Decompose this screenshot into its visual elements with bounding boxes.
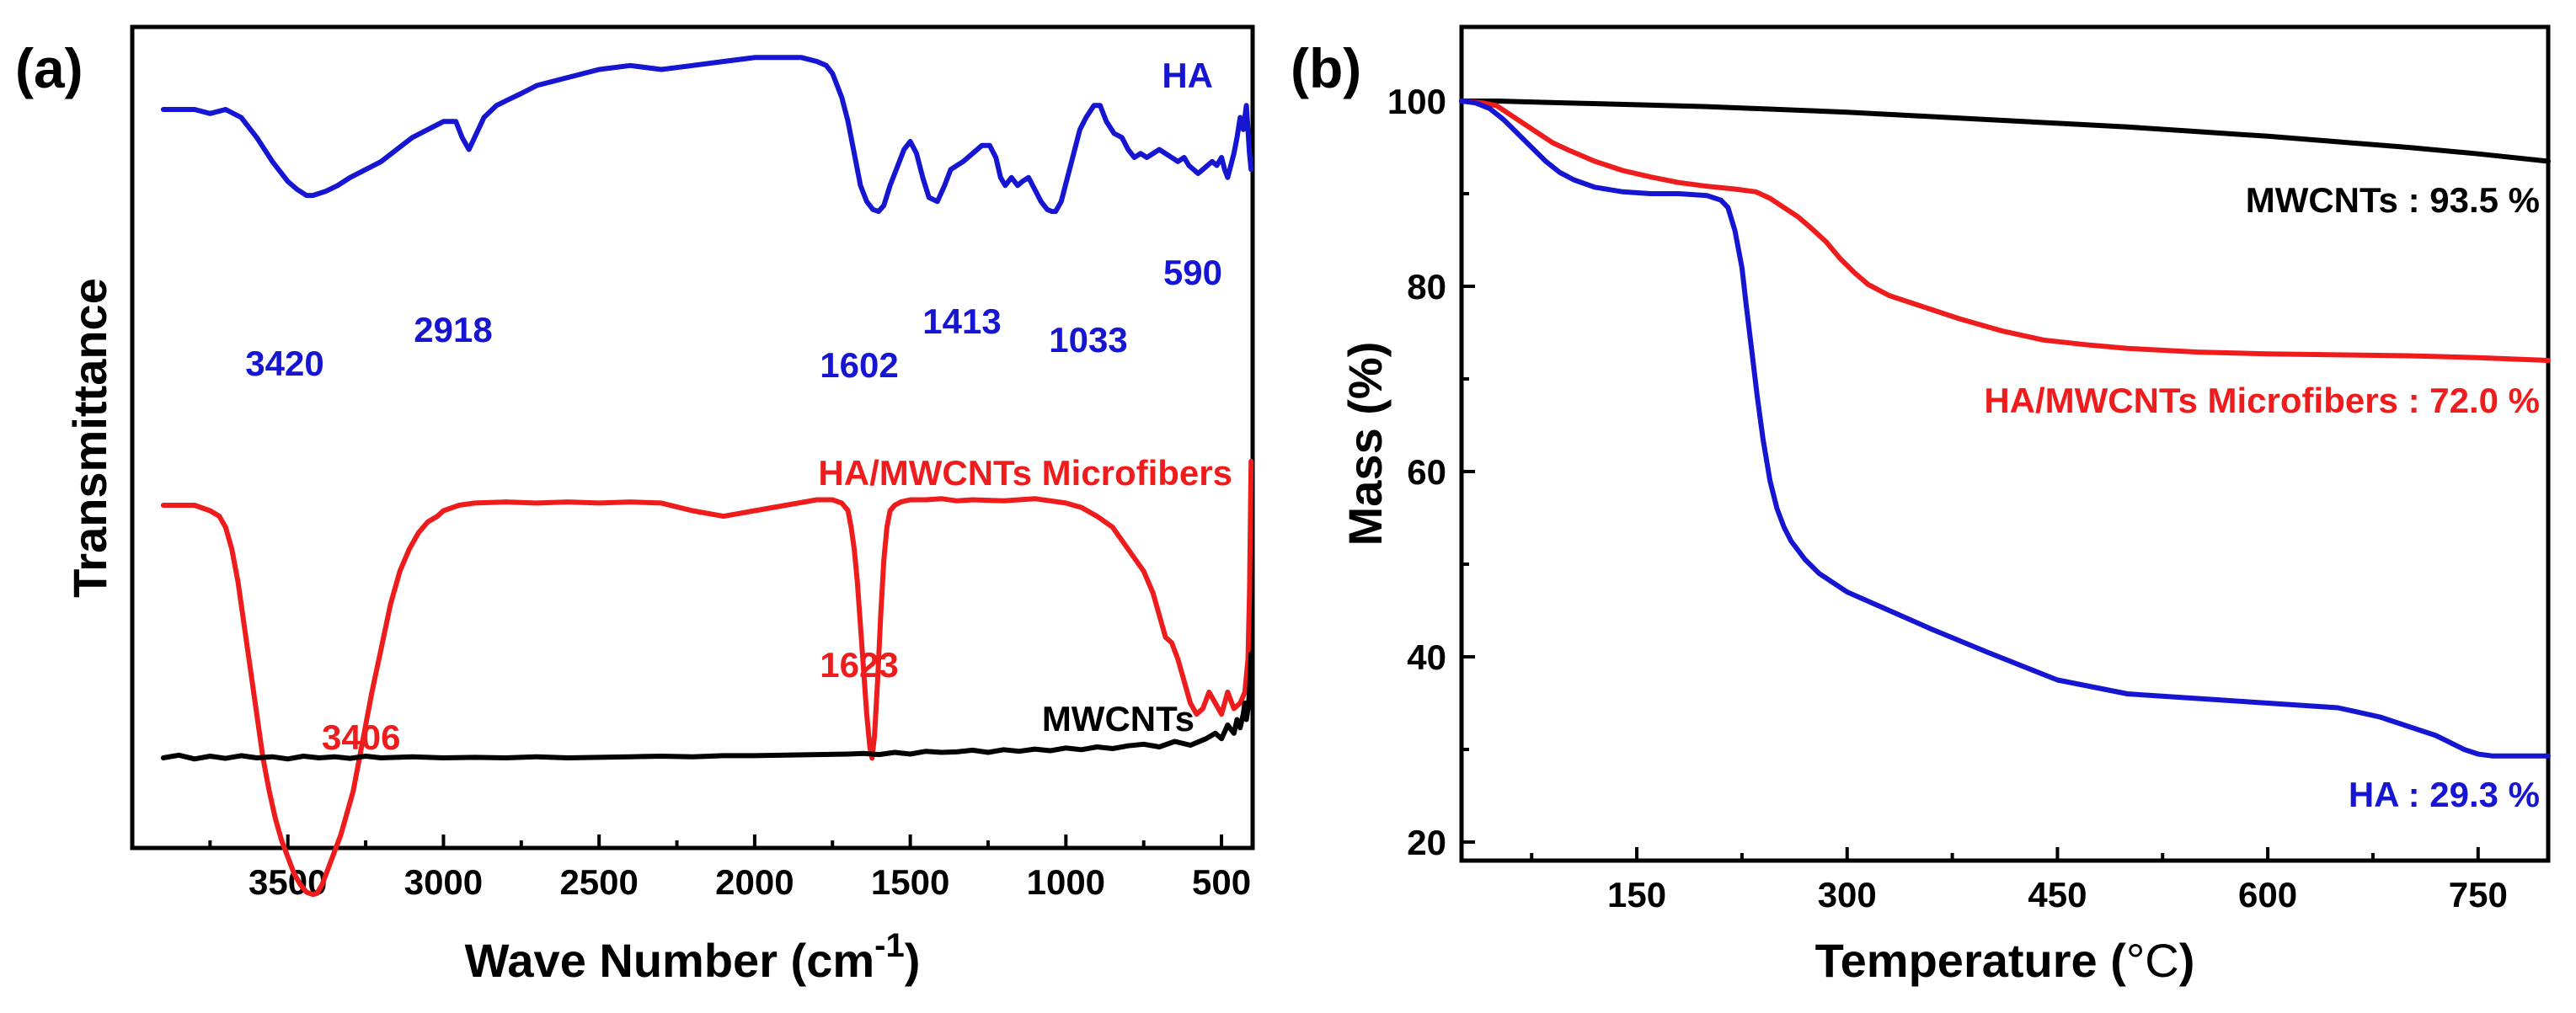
panel-b-plot-frame [1459,24,2551,863]
b-series-ha [1459,99,2551,759]
panel-b-x-axis-title: Temperature (°C) [1815,934,2195,987]
b-xtick-label-300: 300 [1818,875,1877,914]
panel-a-x-ticks: 3500 3000 2500 2000 1500 1000 500 [208,834,1251,902]
panel-b-x-axis-title-main: Temperature ( [1815,934,2127,987]
a-xtick-label-500: 500 [1192,862,1251,902]
a-xtick-label-1500: 1500 [871,862,949,902]
a-series-ha [160,55,1254,215]
series-label-ha: HA [1162,56,1213,95]
series-label-ha-b: HA : 29.3 % [2349,775,2540,814]
panel-a-label: (a) [15,37,83,99]
panel-b-series-labels: MWCNTs : 93.5 % HA/MWCNTs Microfibers : … [1984,180,2540,814]
panel-b-y-axis-title: Mass (%) [1339,342,1392,546]
b-ytick-label-20: 20 [1407,823,1446,862]
panel-b-series [1459,99,2551,759]
panel-b-label: (b) [1291,37,1361,99]
b-ytick-label-60: 60 [1407,452,1446,492]
b-xtick-label-150: 150 [1607,875,1666,914]
b-series-ha-mwcnts-microfibers [1459,99,2551,363]
panel-a-series [160,55,1254,898]
series-label-ha-mwcnts: HA/MWCNTs Microfibers [818,453,1232,493]
panel-b: (b) 150 300 450 600 750 20 40 60 80 100 MWCNTs :… [1291,24,2551,987]
panel-b-x-axis-title-unit: °C [2126,934,2179,987]
panel-a-plot-frame [130,24,1255,850]
panel-a-y-axis-title: Transmittance [63,278,116,598]
a-xtick-label-3000: 3000 [404,862,483,902]
peak-label-1033: 1033 [1049,320,1127,360]
a-series-ha-mwcnts-microfibers [160,458,1254,898]
panel-a-x-axis-title-close: ) [905,934,921,987]
b-ytick-label-80: 80 [1407,267,1446,307]
b-ytick-label-100: 100 [1387,82,1446,121]
panel-b-x-axis-title-close: ) [2179,934,2195,987]
series-label-mwcnts: MWCNTs [1042,699,1194,738]
panel-a-annotations: 3420 2918 1602 1413 1033 590 3406 1623 [245,253,1222,757]
series-label-mwcnts-b: MWCNTs : 93.5 % [2246,180,2540,220]
panel-b-y-ticks: 20 40 60 80 100 [1387,82,1475,862]
panel-b-x-ticks: 150 300 450 600 750 [1530,847,2508,914]
b-xtick-label-450: 450 [2028,875,2087,914]
series-label-ha-mwcnts-b: HA/MWCNTs Microfibers : 72.0 % [1984,381,2540,420]
peak-label-590: 590 [1163,253,1222,292]
panel-a-x-axis-title: Wave Number (cm-1) [465,927,921,987]
panel-a: (a) 3500 3000 2500 2000 1500 1000 500 3420 291… [15,24,1255,987]
panel-a-series-labels: HA HA/MWCNTs Microfibers MWCNTs [818,56,1232,738]
peak-label-1602: 1602 [820,345,898,385]
b-series-mwcnts [1459,99,2551,164]
a-series-mwcnts [160,651,1254,762]
peak-label-3406: 3406 [322,717,400,757]
b-ytick-label-40: 40 [1407,637,1446,677]
a-xtick-label-2000: 2000 [715,862,794,902]
b-xtick-label-600: 600 [2238,875,2297,914]
a-xtick-label-1000: 1000 [1027,862,1105,902]
peak-label-1413: 1413 [922,301,1001,341]
peak-label-1623: 1623 [820,645,898,685]
panel-a-x-axis-title-main: Wave Number (cm [465,934,875,987]
panel-a-x-axis-title-sup: -1 [874,927,905,964]
peak-label-3420: 3420 [245,344,323,383]
peak-label-2918: 2918 [414,310,492,349]
a-xtick-label-2500: 2500 [559,862,638,902]
b-xtick-label-750: 750 [2449,875,2508,914]
